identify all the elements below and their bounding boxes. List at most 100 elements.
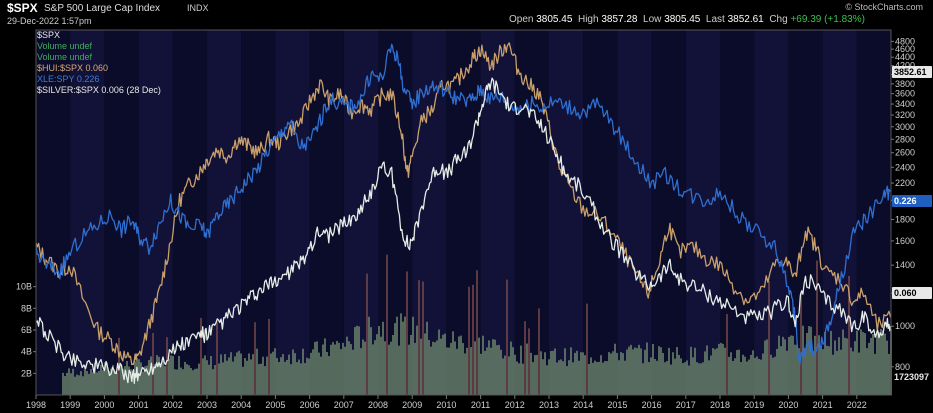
volume-bar: [726, 313, 728, 395]
volume-bar: [674, 358, 676, 395]
volume-bar: [852, 351, 854, 395]
volume-bar: [462, 343, 464, 395]
brand-logo[interactable]: © StockCharts.com: [845, 2, 923, 12]
volume-bar: [842, 329, 844, 395]
volume-bar: [356, 325, 358, 395]
volume-tick-label: 6B: [21, 325, 32, 335]
volume-bar: [416, 325, 418, 395]
last-value-label: 1723097: [894, 372, 929, 382]
volume-bar: [614, 343, 616, 395]
symbol[interactable]: $SPX: [7, 1, 38, 15]
volume-bar: [702, 362, 704, 395]
price-tick-label: 1800: [895, 215, 915, 225]
volume-bar: [558, 360, 560, 395]
volume-bar: [534, 355, 536, 395]
volume-bar: [576, 350, 578, 395]
volume-bar: [148, 360, 150, 395]
volume-bar: [476, 270, 478, 395]
volume-bar: [750, 354, 752, 395]
volume-bar: [706, 345, 708, 395]
volume-bar: [124, 366, 126, 395]
volume-bar: [66, 372, 68, 395]
volume-bar: [470, 347, 472, 395]
volume-bar: [824, 331, 826, 395]
volume-bar: [90, 369, 92, 395]
volume-bar: [658, 346, 660, 395]
volume-bar: [292, 349, 294, 395]
price-tick-label: 3400: [895, 99, 915, 109]
volume-bar: [390, 341, 392, 395]
volume-bar: [336, 340, 338, 395]
volume-bar: [396, 316, 398, 395]
volume-bar: [492, 339, 494, 395]
price-tick-label: 2200: [895, 178, 915, 188]
volume-bar: [328, 356, 330, 395]
volume-bar: [636, 348, 638, 395]
volume-bar: [370, 327, 372, 395]
volume-bar: [200, 317, 202, 395]
year-band: [583, 30, 618, 395]
volume-bar: [504, 355, 506, 395]
last-value: 3852.61: [727, 14, 764, 25]
volume-bar: [308, 358, 310, 395]
volume-bar: [532, 362, 534, 395]
volume-bar: [208, 364, 210, 395]
volume-bar: [566, 366, 568, 395]
series-line-xle-spy: [35, 43, 892, 365]
volume-bar: [620, 352, 622, 395]
volume-bar: [344, 346, 346, 395]
volume-bar: [352, 349, 354, 395]
year-band: [685, 30, 720, 395]
last-value-badge: [892, 195, 932, 207]
volume-bar: [72, 368, 74, 395]
year-tick-label: 2012: [505, 400, 525, 410]
volume-bar: [826, 345, 828, 395]
volume-bar: [248, 353, 250, 395]
volume-bar: [426, 321, 428, 395]
volume-bar: [158, 356, 160, 395]
volume-bar: [570, 347, 572, 395]
price-tick-label: 4800: [895, 36, 915, 46]
volume-bar: [512, 347, 514, 395]
volume-bar: [376, 334, 378, 395]
volume-bar: [346, 336, 348, 395]
volume-bar: [272, 351, 274, 395]
year-tick-label: 2021: [813, 400, 833, 410]
volume-bar: [830, 330, 832, 395]
volume-bar: [382, 321, 384, 395]
volume-bar: [466, 347, 468, 395]
volume-bar: [760, 359, 762, 395]
volume-bar: [484, 350, 486, 395]
volume-bar: [488, 340, 490, 395]
volume-bar: [188, 365, 190, 395]
volume-bar: [578, 360, 580, 395]
year-tick-label: 1998: [26, 400, 46, 410]
volume-bar: [686, 360, 688, 395]
year-tick-label: 2009: [402, 400, 422, 410]
volume-bar: [436, 340, 438, 395]
volume-bar: [222, 362, 224, 395]
last-value-label: 0.226: [894, 196, 917, 206]
volume-bar: [510, 341, 512, 395]
volume-bar: [594, 360, 596, 395]
volume-bar: [220, 354, 222, 395]
volume-bar: [86, 370, 88, 395]
volume-bar: [836, 350, 838, 395]
chg-value: +69.39 (+1.83%): [790, 14, 865, 25]
volume-bar: [332, 342, 334, 395]
legend-item: Volume undef: [37, 52, 93, 62]
plot-frame: [35, 29, 892, 396]
volume-bar: [324, 338, 326, 395]
volume-bar: [494, 339, 496, 395]
volume-bar: [250, 359, 252, 395]
volume-bar: [514, 354, 516, 395]
year-band: [549, 30, 584, 395]
year-tick-label: 2016: [642, 400, 662, 410]
volume-bar: [588, 363, 590, 395]
quote-bar: Open 3805.45 High 3857.28 Low 3805.45 La…: [509, 14, 865, 25]
price-tick-label: 2400: [895, 162, 915, 172]
volume-bar: [508, 356, 510, 395]
volume-bar: [590, 357, 592, 395]
volume-bar: [450, 342, 452, 395]
